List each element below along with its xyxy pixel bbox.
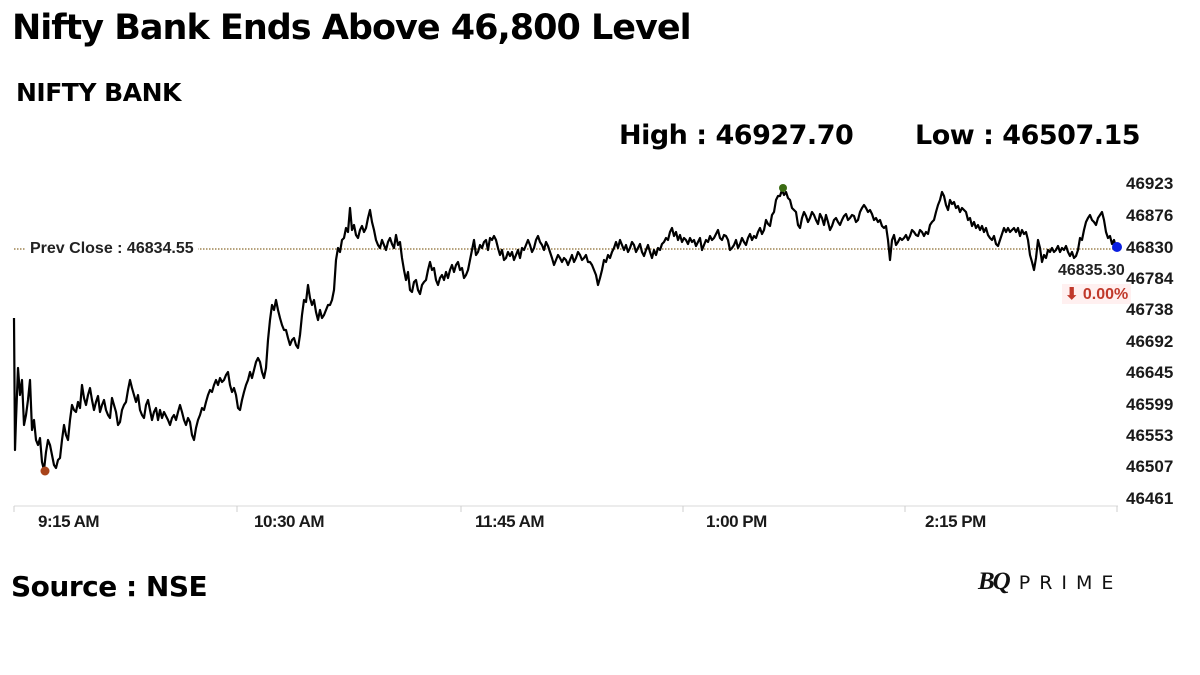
- bq-prime-logo: BQ PRIME: [978, 568, 1122, 596]
- y-tick-label: 46784: [1126, 269, 1174, 288]
- y-tick-label: 46645: [1126, 363, 1174, 382]
- x-axis-ticks: [13, 506, 1118, 512]
- y-tick-label: 46830: [1126, 238, 1174, 257]
- high-marker: [779, 184, 787, 192]
- y-tick-label: 46553: [1126, 426, 1174, 445]
- last-price-marker: [1112, 242, 1122, 252]
- y-tick-label: 46876: [1126, 206, 1174, 225]
- x-tick-label: 11:45 AM: [475, 512, 545, 531]
- x-tick-label: 2:15 PM: [925, 512, 986, 531]
- index-name: NIFTY BANK: [16, 78, 181, 107]
- x-tick-label: 1:00 PM: [706, 512, 767, 531]
- y-tick-label: 46507: [1126, 457, 1174, 476]
- x-tick-label: 9:15 AM: [38, 512, 100, 531]
- x-tick-label: 10:30 AM: [254, 512, 325, 531]
- price-line: [12, 188, 1118, 472]
- y-tick-label: 46923: [1126, 174, 1174, 193]
- y-axis-labels: 46923 46876 46830 46784 46738 46692 4664…: [1126, 0, 1200, 675]
- prev-close-label: Prev Close : 46834.55: [26, 240, 198, 258]
- chart-title: Nifty Bank Ends Above 46,800 Level: [12, 8, 692, 48]
- y-tick-label: 46599: [1126, 395, 1174, 414]
- source-note: Source : NSE: [11, 570, 208, 603]
- last-price-label: 46835.30: [1058, 262, 1125, 279]
- low-marker: [40, 466, 50, 476]
- y-tick-label: 46692: [1126, 332, 1174, 351]
- day-high: High : 46927.70: [619, 120, 854, 151]
- y-tick-label: 46738: [1126, 300, 1174, 319]
- y-tick-label: 46461: [1126, 489, 1174, 508]
- change-percent-badge: ⬇ 0.00%: [1062, 284, 1132, 304]
- logo-bq-mark: BQ: [978, 568, 1011, 595]
- logo-prime-wordmark: PRIME: [1018, 572, 1123, 594]
- day-low: Low : 46507.15: [915, 120, 1141, 151]
